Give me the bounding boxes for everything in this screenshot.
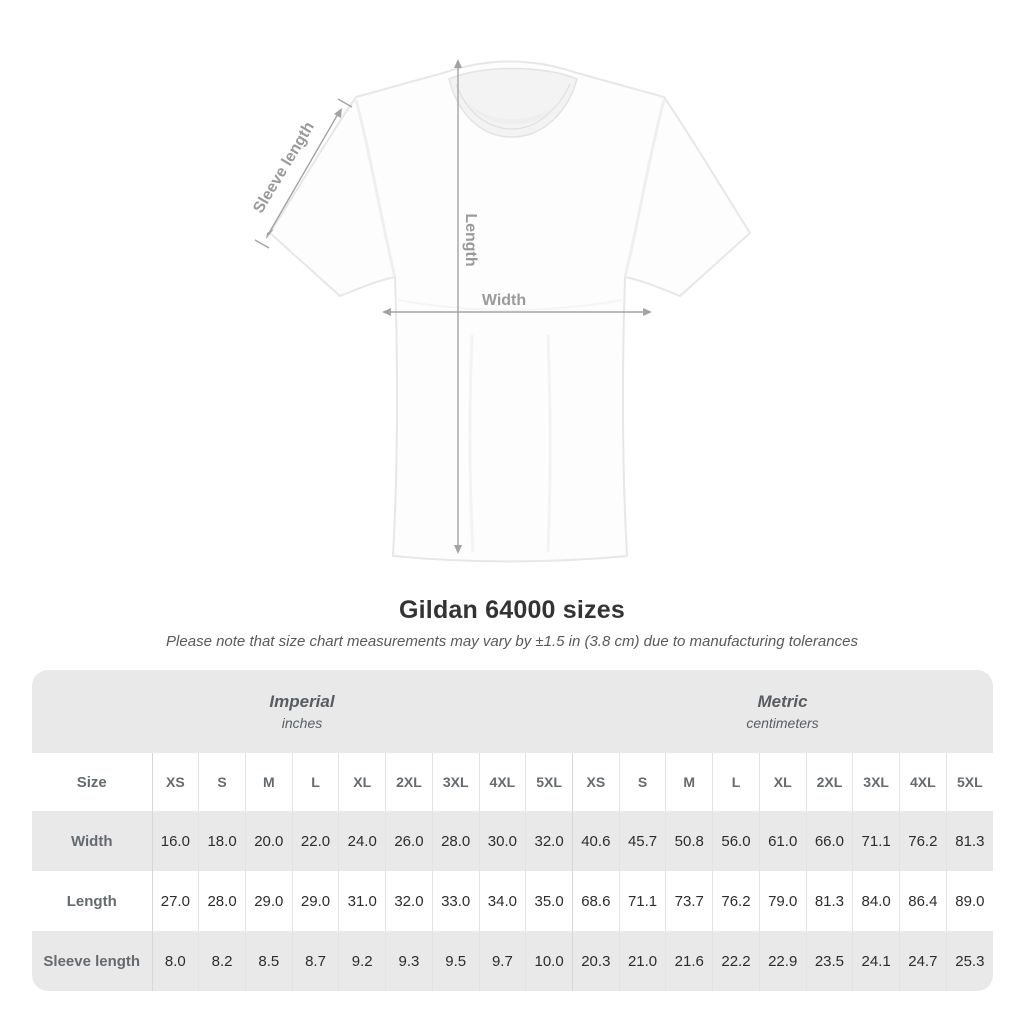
table-cell: 35.0 — [525, 871, 573, 931]
table-cell: 22.2 — [712, 931, 760, 991]
row-label: Length — [66, 892, 117, 910]
table-cell: 61.0 — [758, 811, 807, 871]
table-cell: 71.1 — [852, 811, 900, 871]
table-cell: 34.0 — [478, 871, 526, 931]
size-col-header: 2XL — [805, 753, 853, 811]
imperial-unit: inches — [281, 715, 323, 731]
metric-label: Metric — [757, 692, 808, 711]
table-cell: 29.0 — [244, 871, 293, 931]
size-col-header: 2XL — [385, 753, 433, 811]
table-cell: 73.7 — [665, 871, 713, 931]
table-cell: 24.0 — [338, 811, 386, 871]
table-cell: 8.7 — [291, 931, 339, 991]
table-cell: 40.6 — [571, 811, 620, 871]
imperial-group-header: Imperial inches — [32, 670, 572, 753]
table-cell: 32.0 — [385, 871, 433, 931]
table-cell: 21.0 — [618, 931, 666, 991]
table-cell: 29.0 — [291, 871, 339, 931]
table-cell: 8.5 — [244, 931, 293, 991]
width-label: Width — [482, 292, 526, 309]
size-header-label: Size — [76, 773, 107, 791]
table-cell: 81.3 — [805, 871, 853, 931]
table-cell: 8.2 — [198, 931, 246, 991]
table-cell: 84.0 — [852, 871, 900, 931]
page-subtitle: Please note that size chart measurements… — [166, 633, 858, 650]
table-cell: 68.6 — [571, 871, 620, 931]
table-cell: 24.7 — [899, 931, 947, 991]
size-col-header: M — [665, 753, 713, 811]
table-cell: 22.9 — [758, 931, 807, 991]
length-label: Length — [462, 213, 479, 266]
size-col-header: L — [712, 753, 760, 811]
measurements-table: Size XS S M L XL 2XL 3XL 4XL 5XL XS S M L XL 2XL 3XL 4XL… — [32, 753, 993, 991]
table-cell: 86.4 — [899, 871, 947, 931]
table-cell: 76.2 — [899, 811, 947, 871]
table-cell: 21.6 — [665, 931, 713, 991]
table-cell: 76.2 — [712, 871, 760, 931]
size-col-header: M — [244, 753, 293, 811]
table-cell: 20.3 — [571, 931, 620, 991]
sleeve-length-arrow — [254, 98, 353, 249]
size-col-header: 5XL — [525, 753, 573, 811]
table-cell: 71.1 — [618, 871, 666, 931]
table-cell: 66.0 — [805, 811, 853, 871]
table-row: Width 16.0 18.0 20.0 22.0 24.0 26.0 28.0 30.0 32.… — [32, 811, 993, 871]
table-cell: 81.3 — [945, 811, 993, 871]
table-cell: 89.0 — [945, 871, 993, 931]
size-col-header: S — [618, 753, 666, 811]
table-cell: 9.2 — [338, 931, 386, 991]
table-cell: 45.7 — [618, 811, 666, 871]
size-col-header: S — [198, 753, 246, 811]
table-cell: 50.8 — [665, 811, 713, 871]
table-cell: 24.1 — [852, 931, 900, 991]
table-cell: 31.0 — [338, 871, 386, 931]
tshirt-diagram: Length Width Sleeve length — [250, 59, 751, 563]
table-cell: 28.0 — [431, 811, 480, 871]
table-cell: 32.0 — [525, 811, 573, 871]
size-col-header: 3XL — [431, 753, 480, 811]
size-col-header: XL — [758, 753, 807, 811]
imperial-label: Imperial — [269, 692, 335, 711]
table-row: Sleeve length 8.0 8.2 8.5 8.7 9.2 9.3 9.5 9.7 10.… — [32, 931, 993, 991]
table-cell: 20.0 — [244, 811, 293, 871]
unit-header-band: Imperial inches Metric centimeters — [32, 670, 993, 753]
size-col-header: 5XL — [945, 753, 993, 811]
table-cell: 22.0 — [291, 811, 339, 871]
table-cell: 9.3 — [385, 931, 433, 991]
size-col-header: XS — [151, 753, 199, 811]
table-cell: 27.0 — [151, 871, 199, 931]
metric-group-header: Metric centimeters — [572, 670, 993, 753]
length-arrow — [454, 59, 462, 554]
size-col-header: XL — [338, 753, 386, 811]
size-col-header: XS — [571, 753, 620, 811]
width-arrow — [382, 308, 652, 316]
table-cell: 26.0 — [385, 811, 433, 871]
row-label: Width — [70, 832, 113, 850]
size-col-header: 4XL — [478, 753, 526, 811]
table-cell: 9.5 — [431, 931, 480, 991]
size-col-header: 4XL — [899, 753, 947, 811]
size-header-row: Size XS S M L XL 2XL 3XL 4XL 5XL XS S M L XL 2XL 3XL 4XL… — [32, 753, 993, 811]
table-cell: 28.0 — [198, 871, 246, 931]
metric-unit: centimeters — [746, 715, 819, 731]
table-cell: 33.0 — [431, 871, 480, 931]
table-cell: 10.0 — [525, 931, 573, 991]
table-cell: 8.0 — [151, 931, 199, 991]
table-cell: 30.0 — [478, 811, 526, 871]
table-cell: 18.0 — [198, 811, 246, 871]
table-cell: 25.3 — [945, 931, 993, 991]
table-cell: 16.0 — [151, 811, 199, 871]
table-cell: 9.7 — [478, 931, 526, 991]
table-row: Length 27.0 28.0 29.0 29.0 31.0 32.0 33.0 34.0 35… — [32, 871, 993, 931]
size-col-header: L — [291, 753, 339, 811]
row-label: Sleeve length — [43, 952, 141, 970]
table-cell: 79.0 — [758, 871, 807, 931]
page-title: Gildan 64000 sizes — [399, 596, 625, 624]
size-table: Imperial inches Metric centimeters Size … — [32, 670, 993, 991]
collar — [448, 67, 578, 138]
table-cell: 56.0 — [712, 811, 760, 871]
table-cell: 23.5 — [805, 931, 853, 991]
size-col-header: 3XL — [852, 753, 900, 811]
